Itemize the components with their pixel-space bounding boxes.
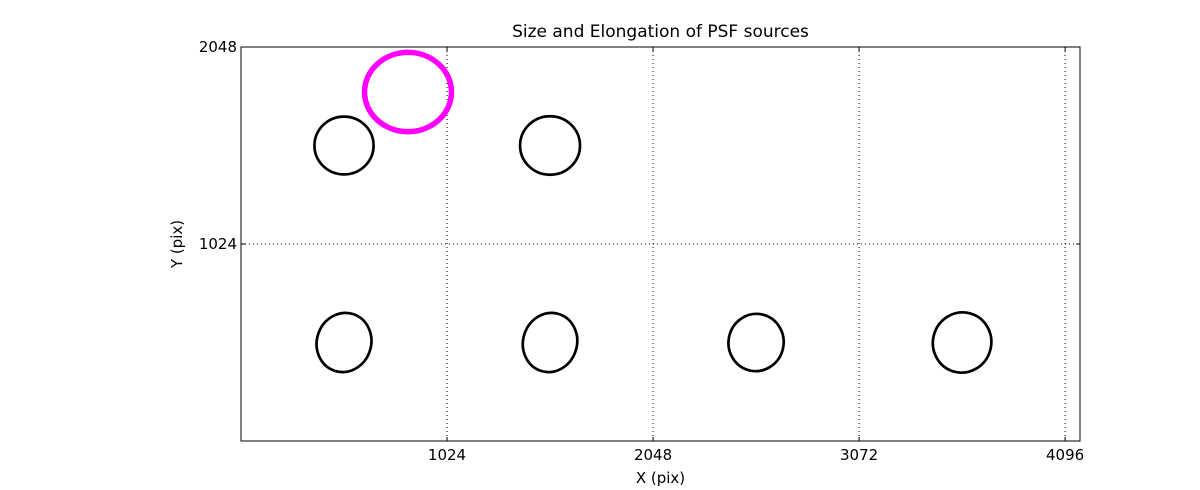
x-tick-label: 1024	[427, 446, 467, 464]
psf-ellipse	[521, 311, 579, 374]
x-tick-label: 2048	[633, 446, 673, 464]
y-tick-label: 2048	[198, 38, 237, 56]
psf-ellipse	[727, 312, 786, 373]
x-tick-label: 4096	[1046, 446, 1085, 464]
x-axis-label: X (pix)	[635, 469, 686, 487]
psf-ellipse	[313, 115, 375, 176]
highlighted-psf-ellipse	[361, 49, 455, 135]
x-tick-label: 3072	[839, 446, 879, 464]
y-tick-label: 1024	[198, 235, 237, 253]
psf-ellipse	[315, 311, 373, 374]
psf-ellipse	[518, 114, 582, 177]
chart-title: Size and Elongation of PSF sources	[512, 22, 809, 42]
psf-ellipse	[931, 311, 993, 374]
